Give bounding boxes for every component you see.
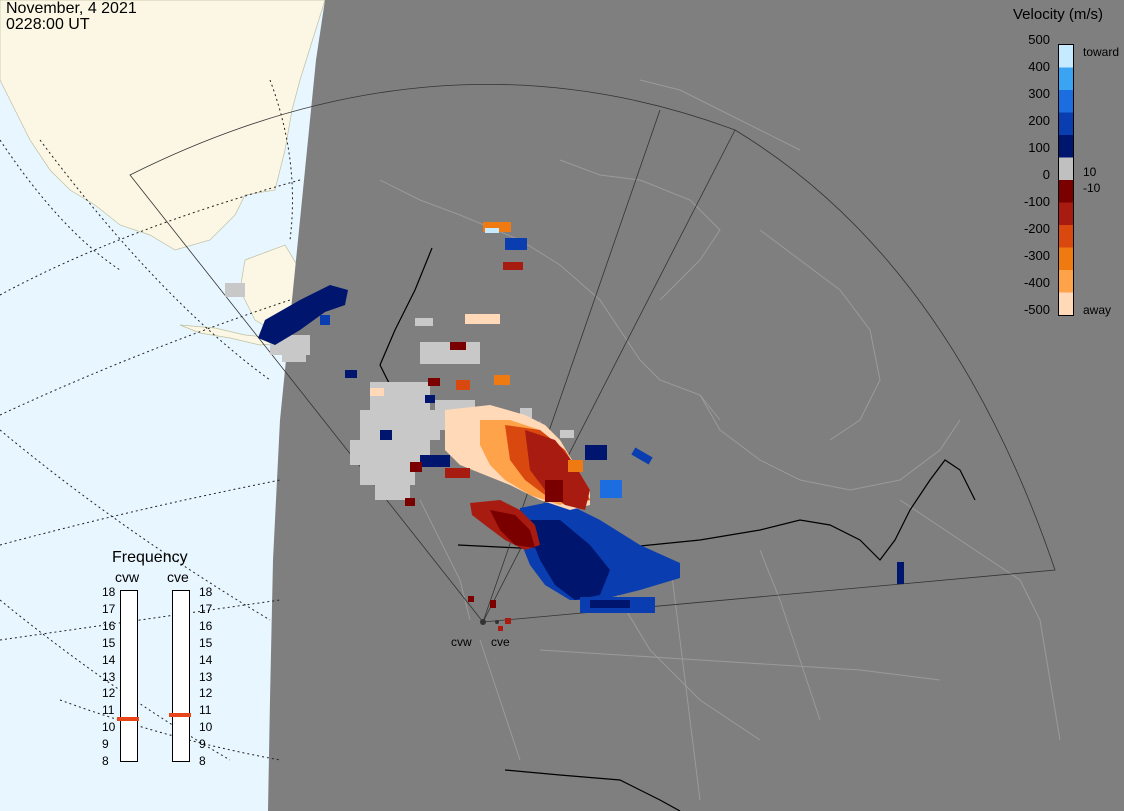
velocity-tick-label: 100: [1028, 140, 1050, 155]
frequency-tick-label: 18: [102, 585, 116, 599]
station-label-cve: cve: [491, 635, 510, 649]
velocity-negative-small-label: -10: [1083, 181, 1101, 195]
velocity-toward: [258, 238, 904, 613]
station-marker-cve: [495, 620, 499, 624]
frequency-tick-label: 14: [199, 652, 213, 667]
frequency-tick-label: 14: [102, 652, 116, 667]
frequency-title: Frequency: [112, 549, 188, 566]
frequency-tick-label: 18: [199, 585, 213, 599]
frequency-tick-label: 10: [199, 720, 213, 735]
frequency-tick-label: 15: [199, 635, 213, 650]
station-label-cvw: cvw: [451, 635, 472, 649]
frequency-marker-cvw: [117, 716, 139, 721]
frequency-tick-label: 13: [199, 669, 213, 684]
frequency-tick-label: 11: [102, 703, 115, 718]
night-shade: [268, 0, 1124, 811]
frequency-scale-cvw: [120, 590, 138, 762]
map-date: November, 4 2021: [6, 0, 137, 17]
station-markers: [480, 619, 499, 625]
frequency-tick-label: 8: [199, 754, 206, 768]
station-marker-cvw: [480, 619, 486, 625]
velocity-away: [370, 222, 590, 631]
velocity-tick-label: -300: [1023, 248, 1050, 263]
frequency-tick-label: 17: [199, 601, 213, 616]
latlon-grid: [0, 79, 301, 761]
velocity-tick-label: 500: [1028, 32, 1050, 47]
frequency-tick-label: 11: [199, 703, 212, 718]
frequency-tick-label: 9: [199, 737, 206, 752]
frequency-scale-cve: [172, 590, 190, 762]
velocity-tick-label: 200: [1028, 113, 1050, 128]
frequency-tick-label: 12: [102, 686, 116, 701]
velocity-positive-small-label: 10: [1083, 165, 1097, 179]
frequency-tick-label: 17: [102, 601, 116, 616]
frequency-tick-label: 9: [102, 737, 109, 752]
frequency-tick-label: 13: [102, 669, 116, 684]
frequency-tick-label: 15: [102, 635, 116, 650]
velocity-colorbar: [1058, 44, 1074, 316]
frequency-tick-label: 16: [102, 618, 116, 633]
velocity-away-label: away: [1083, 303, 1112, 317]
frequency-tick-label: 12: [199, 686, 213, 701]
velocity-tick-label: -100: [1023, 194, 1050, 209]
velocity-legend-title: Velocity (m/s): [1013, 6, 1104, 23]
ground-scatter: [225, 283, 574, 500]
velocity-tick-label: -500: [1023, 302, 1050, 317]
frequency-tick-label: 10: [102, 720, 116, 735]
frequency-tick-label: 8: [102, 754, 109, 768]
frequency-radar-label-cvw: cvw: [115, 569, 140, 585]
velocity-tick-label: -200: [1023, 221, 1050, 236]
map-time: 0228:00 UT: [6, 16, 90, 33]
coastlines: [379, 79, 1061, 801]
frequency-radar-label-cve: cve: [167, 569, 189, 585]
alaska-land: [0, 0, 326, 251]
velocity-toward-label: toward: [1083, 45, 1120, 59]
velocity-tick-label: 0: [1042, 167, 1050, 182]
frequency-marker-cve: [169, 712, 191, 717]
velocity-tick-label: 300: [1028, 86, 1050, 101]
frequency-tick-label: 16: [199, 618, 213, 633]
velocity-tick-label: 400: [1028, 59, 1050, 74]
velocity-tick-label: -400: [1023, 275, 1050, 290]
